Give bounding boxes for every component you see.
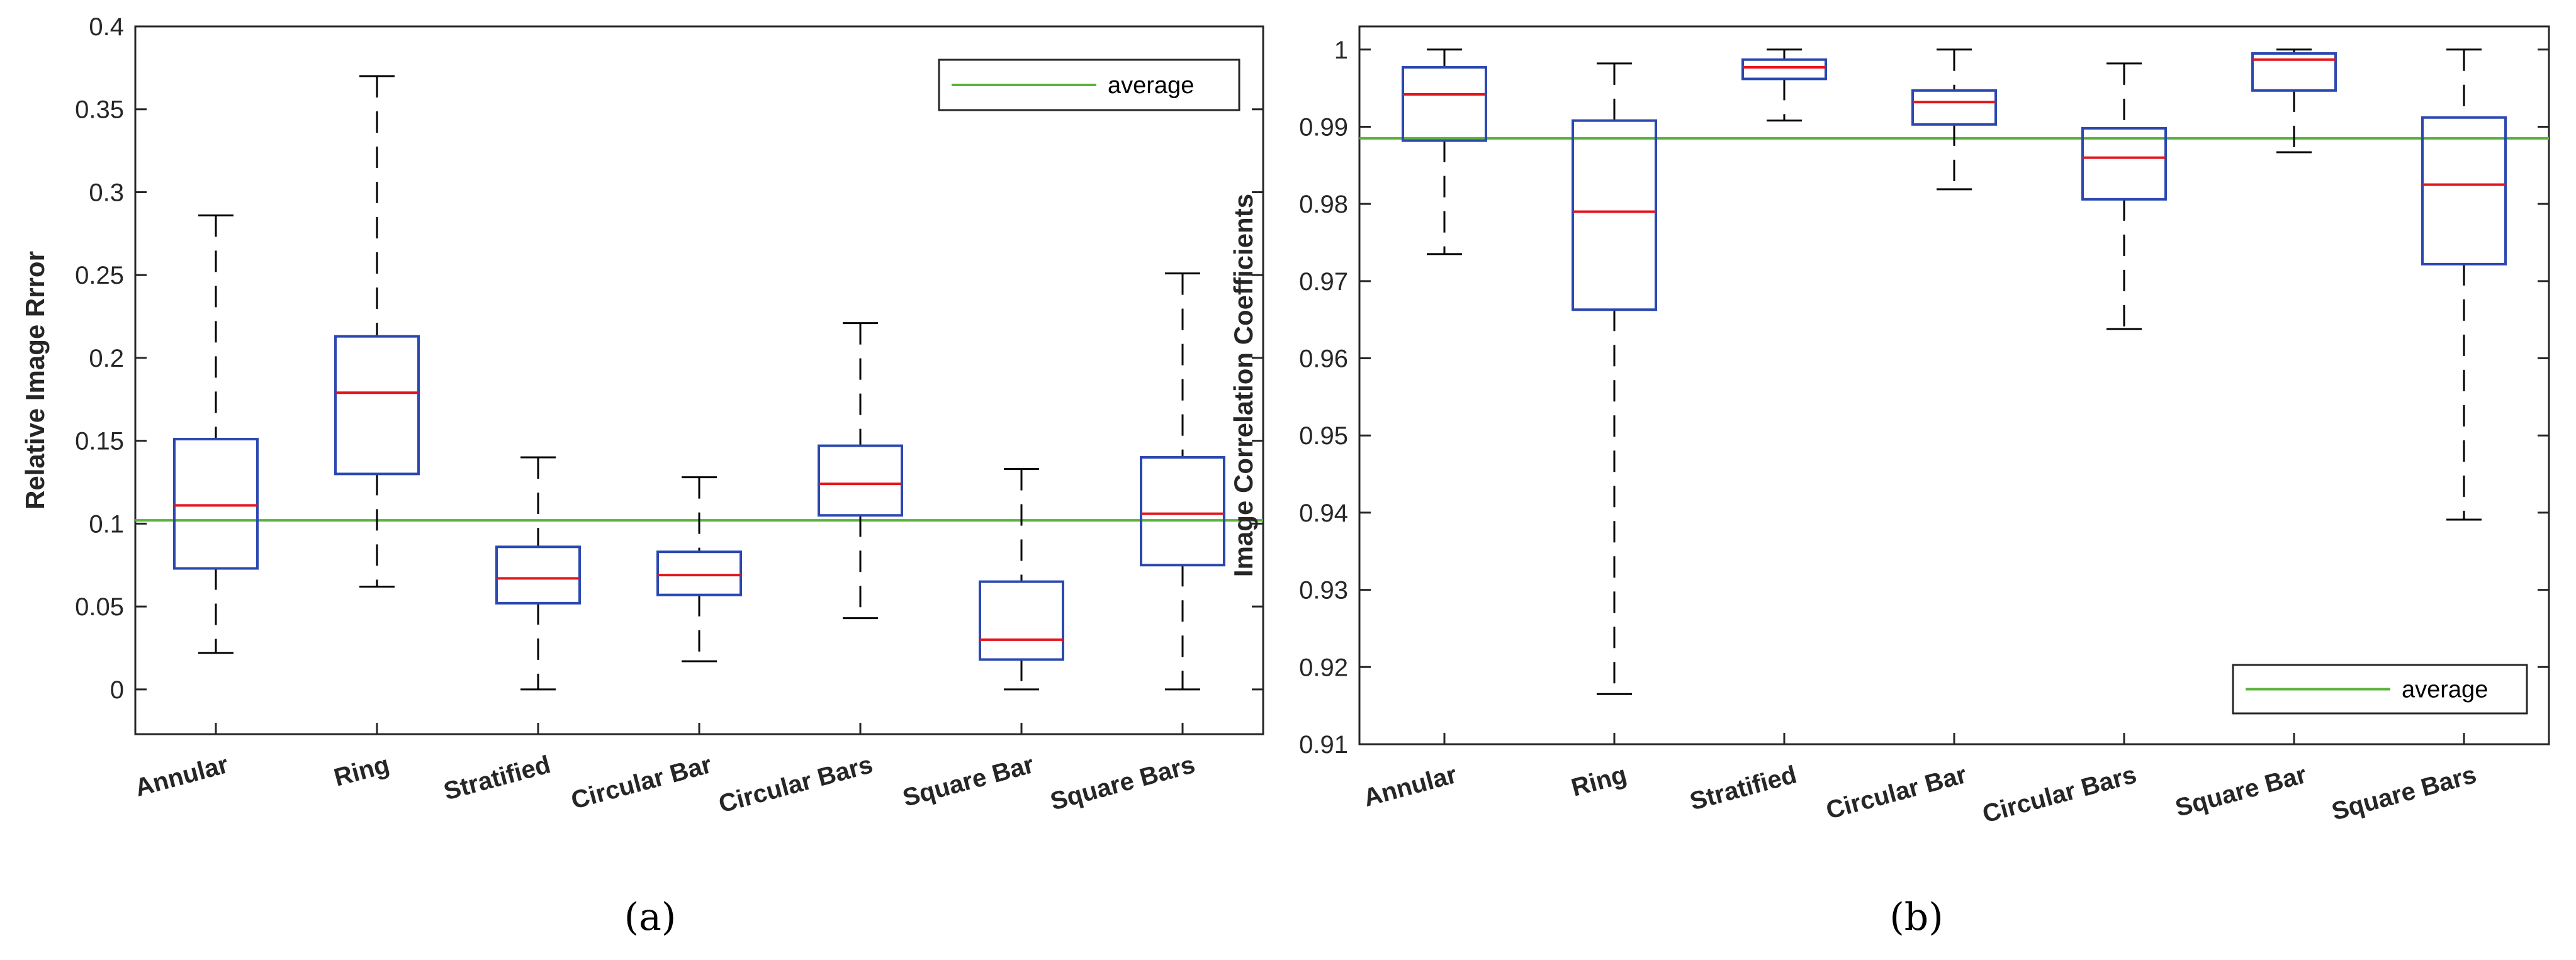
iqr-box — [334, 335, 420, 476]
iqr-box — [173, 438, 259, 570]
legend: average — [938, 59, 1240, 111]
legend: average — [2232, 664, 2528, 715]
iqr-box — [979, 580, 1064, 661]
box-ring — [1572, 62, 1657, 695]
x-tick-label: Square Bar — [900, 751, 1037, 812]
x-tick-label: Circular Bar — [568, 751, 715, 815]
y-tick-label: 0.35 — [75, 96, 124, 124]
y-tick-label: 0.97 — [1299, 268, 1348, 296]
y-tick-label: 0.1 — [89, 510, 124, 538]
iqr-box — [818, 444, 903, 517]
y-tick-label: 0.4 — [89, 13, 124, 41]
box-stratified — [1741, 48, 1827, 122]
x-tick-label: Circular Bar — [1823, 761, 1970, 825]
iqr-box — [1572, 119, 1657, 311]
x-tick-label: Circular Bars — [716, 751, 875, 818]
y-tick-label: 0.25 — [75, 262, 124, 289]
iqr-box — [2251, 52, 2337, 92]
y-tick-label: 0.96 — [1299, 345, 1348, 373]
iqr-box — [656, 550, 742, 596]
iqr-box — [1402, 66, 1487, 142]
x-tick-label: Annular — [1361, 761, 1460, 812]
iqr-box — [1140, 456, 1225, 567]
box-circular-bars — [818, 322, 903, 620]
iqr-box — [2081, 126, 2167, 201]
panel-caption: (a) — [624, 895, 677, 939]
y-tick-label: 0.05 — [75, 593, 124, 621]
axes-frame — [134, 25, 1264, 735]
y-tick-label: 0.95 — [1299, 422, 1348, 450]
box-square-bars — [2421, 48, 2507, 521]
y-tick-label: 0.94 — [1299, 500, 1348, 527]
x-tick-label: Ring — [1568, 761, 1629, 802]
y-tick-label: 0.15 — [75, 428, 124, 455]
box-stratified — [495, 456, 581, 691]
panel-caption: (b) — [1889, 895, 1943, 939]
y-tick-label: 0.99 — [1299, 113, 1348, 141]
legend-label: average — [2402, 677, 2488, 703]
x-tick-label: Ring — [331, 751, 392, 792]
iqr-box — [495, 545, 581, 605]
iqr-box — [1741, 58, 1827, 81]
y-axis-label: Image Correlation Coefficients — [1229, 194, 1258, 577]
y-axis-label: Relative Image Rrror — [20, 251, 50, 510]
panel-a-chart: 0 0.05 0.1 0.15 0.2 0.25 0.3 0.35 0.4 Relative Im… — [20, 13, 1264, 939]
x-tick-label: Circular Bars — [1979, 761, 2139, 829]
box-annular — [173, 214, 259, 654]
y-tick-label: 0.3 — [89, 179, 124, 206]
box-square-bar — [2251, 48, 2337, 153]
y-tick-label: 0.2 — [89, 345, 124, 372]
panel-b-chart: 0.91 0.92 0.93 0.94 0.95 0.96 0.97 0.98 0.99 1 Ima… — [1229, 25, 2550, 939]
x-tick-label: Square Bars — [2329, 761, 2479, 825]
box-square-bar — [979, 467, 1064, 691]
box-annular — [1402, 48, 1487, 255]
y-tick-label: 0.98 — [1299, 191, 1348, 218]
x-tick-label: Square Bar — [2173, 761, 2310, 822]
iqr-box — [1911, 89, 1997, 126]
y-tick-label: 0.92 — [1299, 654, 1348, 681]
y-tick-label: 1 — [1334, 36, 1348, 64]
legend-label: average — [1108, 72, 1194, 99]
y-tick-label: 0 — [110, 676, 124, 704]
x-tick-label: Annular — [132, 751, 231, 802]
box-circular-bar — [656, 476, 742, 662]
x-tick-label: Stratified — [441, 751, 553, 805]
box-circular-bar — [1911, 48, 1997, 191]
y-tick-label: 0.91 — [1299, 731, 1348, 759]
box-circular-bars — [2081, 62, 2167, 330]
x-tick-label: Square Bars — [1047, 751, 1198, 815]
iqr-box — [2421, 116, 2507, 265]
box-square-bars — [1140, 272, 1225, 691]
x-tick-label: Stratified — [1687, 761, 1799, 815]
y-tick-label: 0.93 — [1299, 577, 1348, 605]
box-ring — [334, 75, 420, 588]
